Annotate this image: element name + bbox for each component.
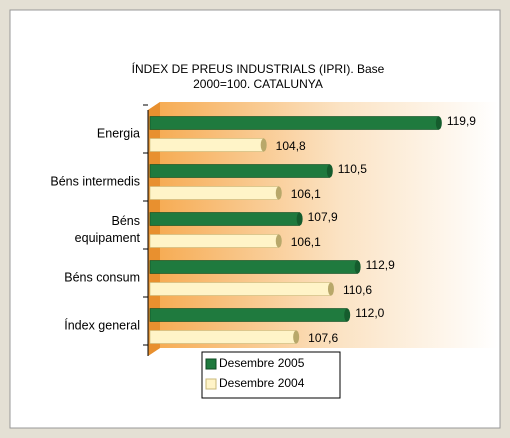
category-label: Índex general [64, 318, 140, 333]
bar-cap [275, 234, 282, 248]
bar [149, 234, 280, 248]
legend [201, 351, 341, 399]
category-label: Béns equipament [74, 214, 140, 245]
value-label: 112,9 [366, 258, 395, 272]
legend-swatch [205, 358, 217, 370]
value-label: 112,0 [355, 306, 384, 320]
value-label: 119,9 [447, 114, 476, 128]
legend-label: Desembre 2005 [219, 356, 305, 370]
value-label: 110,6 [343, 283, 372, 297]
bar [149, 330, 297, 344]
category-label: Energia [96, 126, 140, 141]
legend-label: Desembre 2004 [219, 376, 305, 390]
legend-swatch [205, 378, 217, 390]
bar [149, 186, 280, 200]
bar-cap [435, 116, 442, 130]
bar [149, 116, 440, 130]
bar-cap [296, 212, 303, 226]
value-label: 107,6 [308, 331, 338, 345]
bar [149, 282, 332, 296]
bar [149, 308, 348, 322]
bar [149, 164, 331, 178]
bar [149, 260, 358, 274]
bar-cap [344, 308, 351, 322]
bar-cap [354, 260, 361, 274]
value-label: 104,8 [276, 139, 306, 153]
bar [149, 138, 264, 152]
value-label: 110,5 [338, 162, 367, 176]
bar-cap [326, 164, 333, 178]
category-label: Béns consum [64, 270, 140, 285]
bar-cap [275, 186, 282, 200]
value-label: 106,1 [291, 187, 321, 201]
bar-cap [260, 138, 267, 152]
category-label: Béns intermedis [50, 174, 140, 189]
value-label: 106,1 [291, 235, 321, 249]
bar [149, 212, 300, 226]
value-label: 107,9 [308, 210, 338, 224]
bar-cap [293, 330, 300, 344]
chart-title: ÍNDEX DE PREUS INDUSTRIALS (IPRI). Base 2… [132, 61, 385, 91]
bar-cap [327, 282, 334, 296]
